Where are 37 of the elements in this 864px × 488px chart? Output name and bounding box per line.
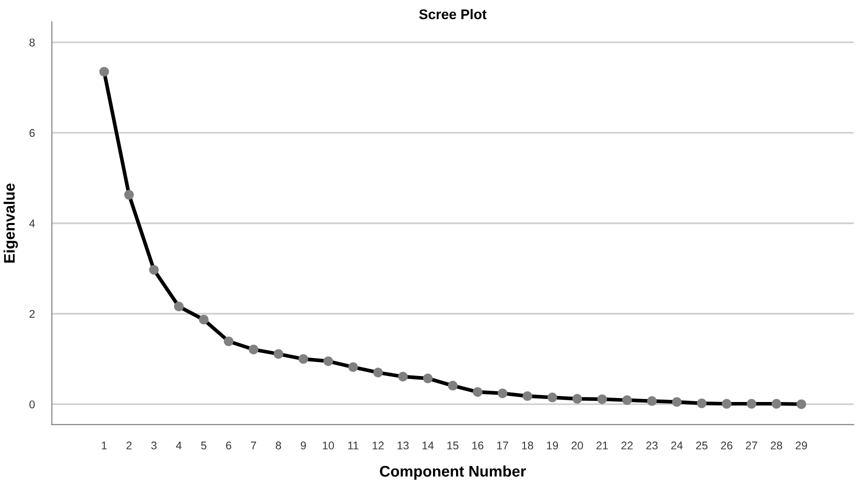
x-tick-label: 12 — [372, 442, 384, 450]
chart-title: Scree Plot — [419, 9, 487, 20]
y-tick-label: 8 — [29, 38, 35, 46]
x-tick-label: 26 — [721, 442, 732, 450]
x-tick-label: 19 — [547, 442, 558, 450]
x-tick-label: 23 — [646, 442, 658, 450]
x-tick-label: 6 — [226, 442, 232, 450]
x-tick-label: 4 — [176, 442, 182, 450]
x-tick-label: 16 — [472, 442, 484, 450]
x-tick-label: 14 — [422, 442, 434, 450]
x-tick-label: 27 — [746, 442, 758, 450]
x-tick-label: 17 — [497, 442, 508, 450]
x-tick-label: 1 — [102, 442, 107, 450]
x-tick-label: 15 — [447, 442, 458, 450]
y-tick-label: 0 — [29, 400, 35, 408]
x-tick-label: 13 — [398, 442, 409, 450]
x-tick-label: 8 — [276, 442, 282, 450]
x-tick-label: 3 — [151, 442, 157, 450]
x-tick-label: 11 — [348, 442, 358, 450]
x-tick-label: 18 — [522, 442, 534, 450]
x-tick-label: 5 — [201, 442, 206, 450]
x-tick-label: 2 — [126, 442, 132, 450]
x-tick-label: 20 — [572, 442, 583, 450]
x-tick-label: 22 — [621, 442, 633, 450]
x-tick-label: 24 — [671, 442, 683, 450]
y-tick-label: 2 — [30, 310, 35, 318]
x-tick-label: 21 — [596, 442, 608, 450]
x-tick-label: 28 — [770, 442, 782, 450]
x-tick-label: 29 — [796, 442, 807, 450]
x-axis-title: Component Number — [380, 465, 526, 480]
x-tick-label: 10 — [322, 442, 334, 450]
x-tick-label: 7 — [251, 442, 256, 450]
x-tick-label: 9 — [300, 442, 306, 450]
x-tick-label: 25 — [696, 442, 708, 450]
y-tick-label: 4 — [29, 220, 35, 228]
y-axis-title: Eigenvalue — [4, 183, 18, 263]
y-tick-label: 6 — [30, 129, 35, 137]
